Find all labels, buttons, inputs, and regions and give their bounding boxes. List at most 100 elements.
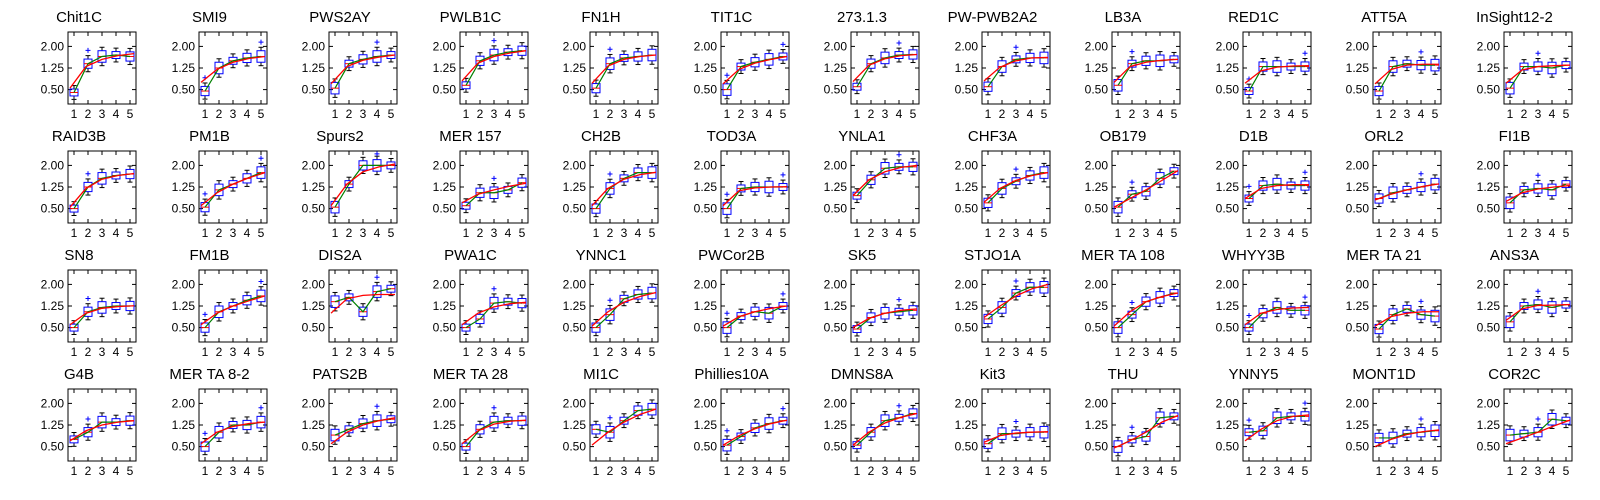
y-tick-label: 1.25: [432, 299, 456, 313]
x-tick-label: 3: [1404, 345, 1411, 359]
x-tick-label: 5: [257, 107, 264, 121]
y-tick-label: 2.00: [302, 158, 326, 172]
x-tick-label: 5: [1432, 107, 1439, 121]
x-tick-label: 4: [374, 345, 381, 359]
fit-curve: [1244, 65, 1309, 84]
fit-curve: [852, 164, 918, 197]
x-tick-label: 1: [984, 464, 991, 478]
median-line: [465, 301, 522, 329]
x-tick-label: 4: [1418, 345, 1425, 359]
panel-plot: 0.50 1.25 2.00 1 2 3 4 5: [41, 31, 137, 121]
y-tick-label: 1.25: [41, 418, 65, 432]
y-tick-label: 1.25: [1476, 61, 1500, 75]
x-tick-label: 2: [215, 226, 222, 240]
fit-curve: [200, 421, 265, 445]
x-tick-label: 4: [1157, 464, 1164, 478]
fit-curve: [1113, 170, 1179, 208]
x-tick-label: 2: [476, 107, 483, 121]
x-tick-label: 4: [113, 464, 120, 478]
fit-curve: [69, 305, 135, 326]
panel-plot: 0.50 1.25 2.00 1 2 3 4 5: [954, 150, 1050, 240]
y-tick-label: 1.25: [171, 299, 195, 313]
x-tick-label: 2: [85, 464, 92, 478]
y-tick-label: 2.00: [432, 277, 456, 291]
chart-panel: SN8 0.50 1.25 2.00 1 2 3 4 5: [13, 238, 145, 359]
x-tick-label: 3: [1012, 345, 1019, 359]
x-tick-label: 3: [1143, 464, 1150, 478]
x-tick-label: 5: [910, 226, 917, 240]
outlier-marker: [1013, 278, 1018, 284]
fit-curve: [1374, 183, 1440, 201]
panel-plot: 0.50 1.25 2.00 1 2 3 4 5: [432, 150, 528, 240]
panel-plot: 0.50 1.25 2.00 1 2 3 4 5: [432, 31, 528, 121]
x-tick-label: 3: [751, 345, 758, 359]
outlier-marker: [780, 41, 785, 47]
chart-panel: COR2C 0.50 1.25 2.00 1 2 3 4 5: [1449, 357, 1581, 478]
y-tick-label: 1.25: [1476, 180, 1500, 194]
y-tick-label: 2.00: [693, 396, 717, 410]
y-tick-label: 0.50: [432, 202, 456, 216]
panel-plot: 0.50 1.25 2.00 1 2 3 4 5: [302, 269, 398, 359]
panel-title: PATS2B: [312, 366, 368, 383]
y-tick-label: 2.00: [432, 158, 456, 172]
x-tick-label: 4: [765, 226, 772, 240]
panel-plot: 0.50 1.25 2.00 1 2 3 4 5: [1346, 388, 1442, 478]
axes-frame: [981, 31, 1050, 105]
x-tick-label: 3: [490, 226, 497, 240]
median-line: [334, 418, 392, 436]
y-tick-label: 1.25: [171, 418, 195, 432]
x-tick-label: 3: [99, 464, 106, 478]
panel-title: MI1C: [583, 366, 619, 383]
x-tick-label: 2: [1520, 226, 1527, 240]
x-tick-label: 2: [85, 345, 92, 359]
x-tick-label: 3: [1273, 226, 1280, 240]
x-tick-label: 3: [99, 345, 106, 359]
panel-plot: 0.50 1.25 2.00 1 2 3 4 5: [693, 269, 789, 359]
panel-plot: 0.50 1.25 2.00 1 2 3 4 5: [954, 31, 1050, 121]
chart-panel: TIT1C 0.50 1.25 2.00 1 2 3 4 5: [666, 0, 798, 121]
panel-plot: 0.50 1.25 2.00 1 2 3 4 5: [1215, 388, 1311, 478]
x-tick-label: 2: [998, 226, 1005, 240]
y-tick-label: 1.25: [1346, 299, 1370, 313]
panel-title: PWLB1C: [439, 9, 502, 26]
x-tick-label: 2: [346, 107, 353, 121]
y-tick-label: 2.00: [693, 277, 717, 291]
panel-plot: 0.50 1.25 2.00 1 2 3 4 5: [954, 269, 1050, 359]
x-tick-label: 5: [910, 345, 917, 359]
median-line: [334, 54, 392, 89]
panel-title: 273.1.3: [836, 9, 888, 26]
fit-curve: [983, 171, 1048, 203]
x-tick-label: 4: [1287, 464, 1294, 478]
x-tick-label: 1: [854, 464, 861, 478]
panel-title: YNNY5: [1228, 366, 1279, 383]
outlier-marker: [85, 416, 91, 422]
y-tick-label: 1.25: [563, 418, 587, 432]
x-tick-label: 3: [1012, 107, 1019, 121]
outlier-marker: [1418, 416, 1424, 422]
x-tick-label: 2: [737, 464, 744, 478]
x-tick-label: 5: [1301, 226, 1308, 240]
x-tick-label: 5: [127, 345, 134, 359]
panel-plot: 0.50 1.25 2.00 1 2 3 4 5: [954, 388, 1050, 478]
x-tick-label: 4: [896, 107, 903, 121]
chart-panel: MI1C 0.50 1.25 2.00 1 2 3 4 5: [535, 357, 667, 478]
outlier-marker: [1535, 416, 1540, 422]
y-tick-label: 1.25: [41, 180, 65, 194]
outlier-marker: [780, 172, 785, 178]
panel-title: Spurs2: [316, 128, 364, 145]
x-tick-label: 5: [649, 107, 656, 121]
x-tick-label: 5: [127, 464, 134, 478]
panel-plot: 0.50 1.25 2.00 1 2 3 4 5: [693, 150, 789, 240]
chart-panel: MER TA 8-2 0.50 1.25 2.00 1 2 3 4 5: [144, 357, 276, 478]
chart-panel: RAID3B 0.50 1.25 2.00 1 2 3 4 5: [13, 119, 145, 240]
x-tick-label: 1: [854, 345, 861, 359]
y-tick-label: 1.25: [1215, 299, 1239, 313]
y-tick-label: 2.00: [824, 39, 848, 53]
outlier-marker: [202, 191, 207, 197]
y-tick-label: 0.50: [432, 83, 456, 97]
panel-plot: 0.50 1.25 2.00 1 2 3 4 5: [1215, 150, 1311, 240]
median-line: [1248, 306, 1305, 329]
outlier-marker: [374, 39, 380, 45]
y-tick-label: 0.50: [563, 83, 587, 97]
outlier-marker: [896, 297, 902, 303]
